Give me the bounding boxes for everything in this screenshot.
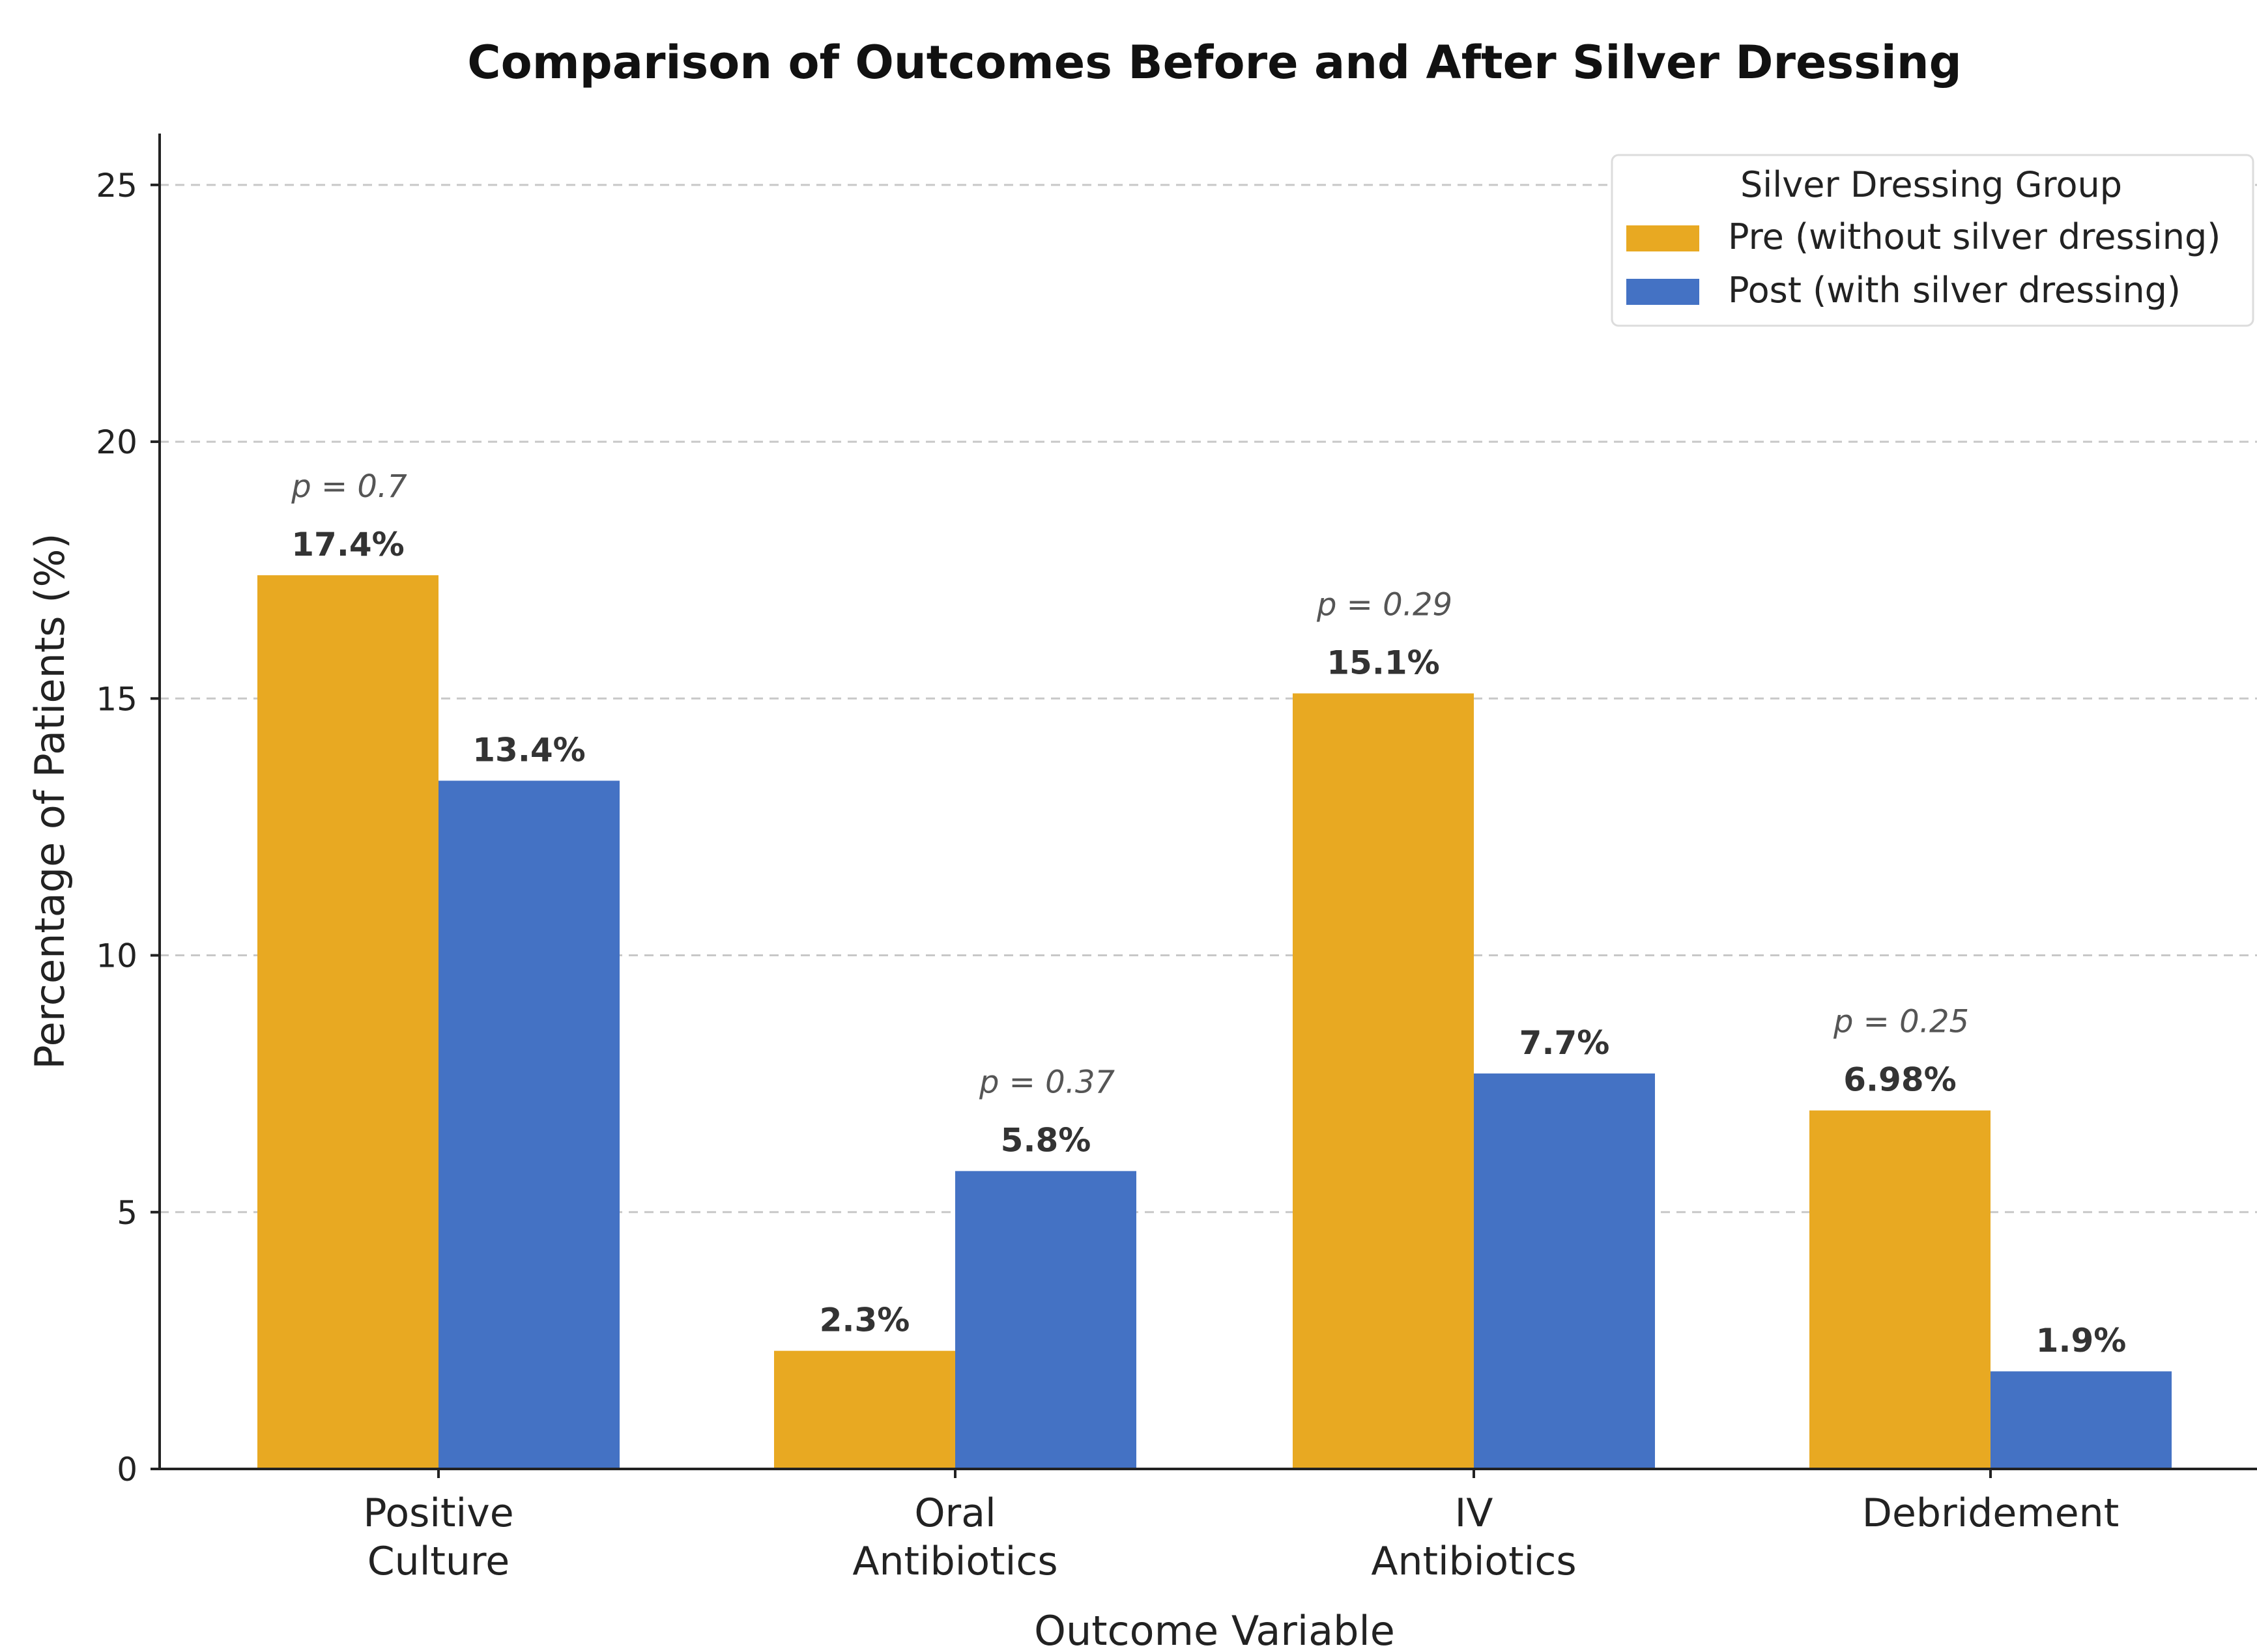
category-label-line2: Culture — [367, 1539, 510, 1584]
y-tick-label: 10 — [96, 937, 137, 975]
y-tick-label: 25 — [96, 167, 137, 205]
bar-pre-3 — [1809, 1110, 1991, 1469]
legend: Silver Dressing Group Pre (without silve… — [1611, 154, 2254, 327]
data-label: 15.1% — [1327, 644, 1439, 681]
legend-label-post: Post (with silver dressing) — [1728, 270, 2181, 311]
category-label-line2: Antibiotics — [852, 1539, 1057, 1584]
legend-swatch-pre — [1626, 225, 1699, 251]
p-value-label: p = 0.29 — [1316, 586, 1452, 623]
category-label: Debridement — [1862, 1490, 2119, 1536]
data-label: 5.8% — [1001, 1122, 1091, 1160]
bars — [257, 575, 2172, 1469]
category-label: Positive — [363, 1490, 513, 1536]
data-label: 6.98% — [1843, 1061, 1956, 1099]
legend-swatch-post — [1626, 279, 1699, 305]
bar-post-1 — [955, 1171, 1136, 1469]
legend-label-pre: Pre (without silver dressing) — [1728, 216, 2221, 257]
titles: Comparison of Outcomes Before and After … — [26, 36, 1962, 1652]
axes — [158, 134, 2257, 1470]
legend-box — [1611, 154, 2254, 327]
p-value-label: p = 0.25 — [1833, 1004, 1969, 1040]
bar-pre-1 — [774, 1350, 955, 1469]
p-value-label: p = 0.7 — [291, 468, 407, 505]
bar-post-2 — [1474, 1073, 1655, 1469]
data-label: 7.7% — [1519, 1024, 1610, 1062]
chart-title: Comparison of Outcomes Before and After … — [467, 36, 1962, 89]
data-label: 13.4% — [472, 731, 585, 769]
data-label: 2.3% — [820, 1302, 910, 1339]
category-label: IV — [1455, 1490, 1493, 1536]
data-label: 17.4% — [291, 526, 404, 563]
legend-title: Silver Dressing Group — [1740, 164, 2122, 205]
x-axis-title: Outcome Variable — [1034, 1607, 1395, 1652]
bar-post-0 — [438, 780, 620, 1469]
category-label-line2: Antibiotics — [1371, 1539, 1576, 1584]
category-label: Oral — [914, 1490, 996, 1536]
y-axis-title: Percentage of Patients (%) — [26, 533, 74, 1069]
bar-pre-2 — [1293, 693, 1474, 1469]
data-label: 1.9% — [2036, 1322, 2127, 1360]
y-tick-label: 15 — [96, 680, 137, 718]
labels: 0 5 10 15 20 25 17.4% 13.4% p = 0.7 PositiveCultu… — [96, 167, 2126, 1584]
y-tick-label: 20 — [96, 423, 137, 461]
y-tick-label: 5 — [117, 1194, 137, 1232]
p-value-label: p = 0.37 — [979, 1064, 1115, 1101]
bar-post-3 — [1991, 1371, 2172, 1469]
bar-pre-0 — [257, 575, 438, 1469]
y-tick-label: 0 — [117, 1451, 137, 1488]
